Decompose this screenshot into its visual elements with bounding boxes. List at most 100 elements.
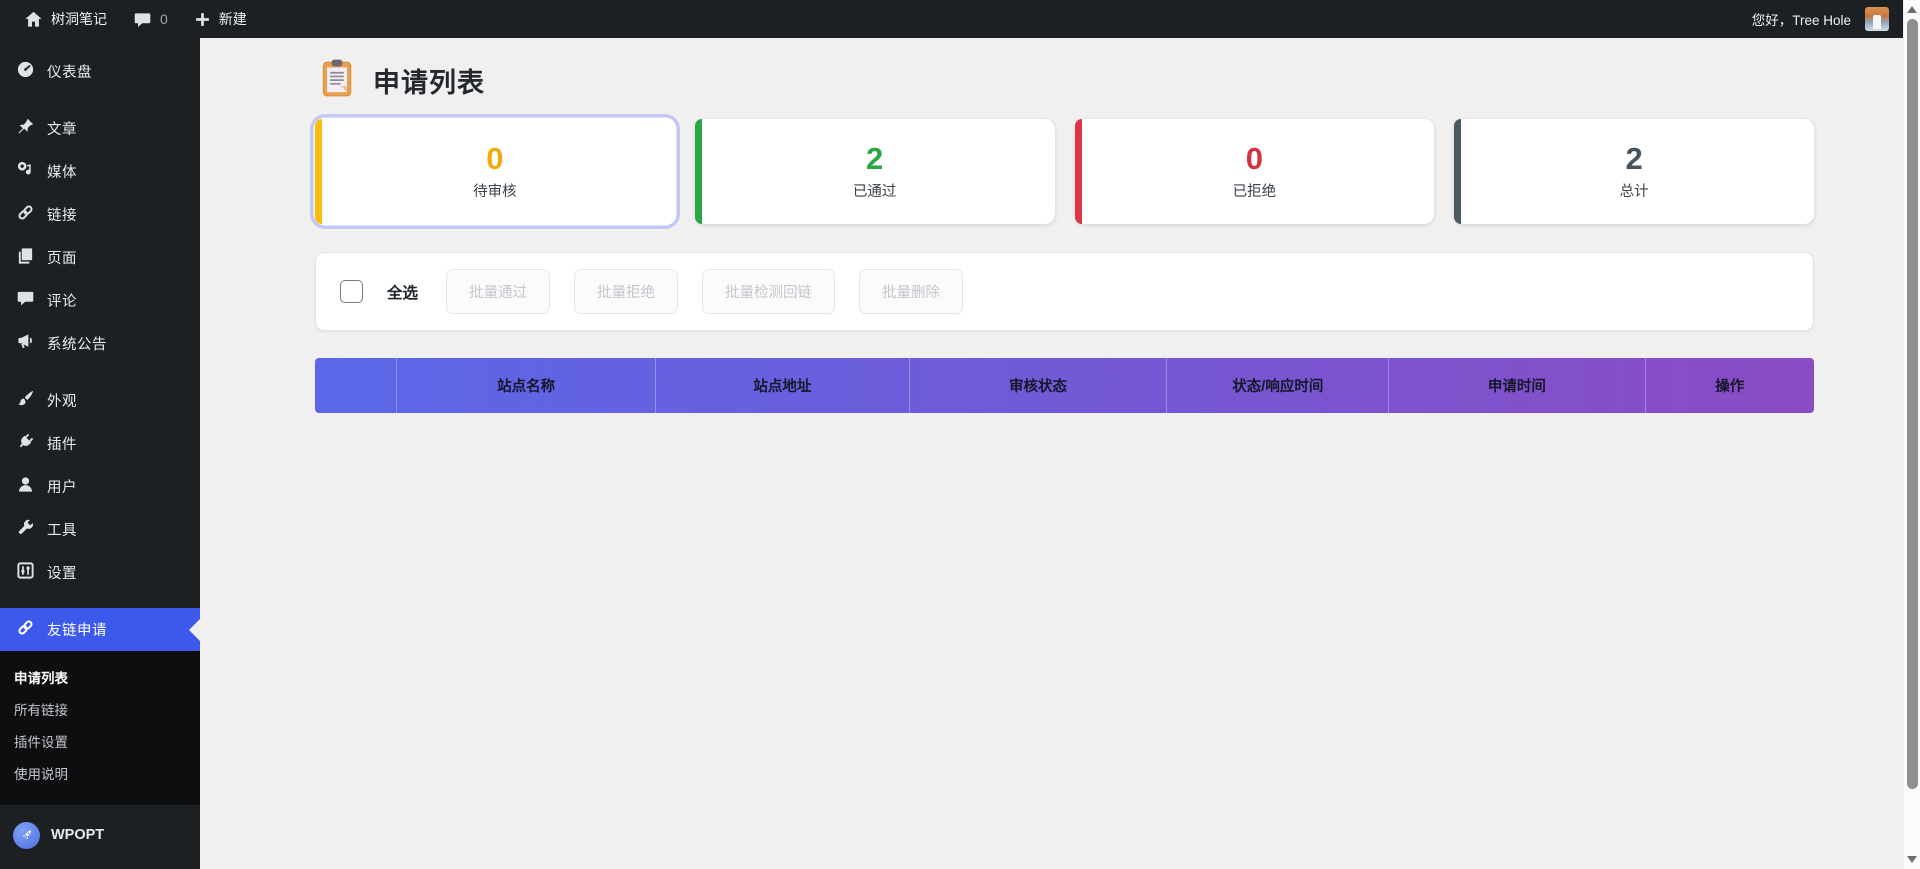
sidebar-item-users[interactable]: 用户 <box>0 465 200 508</box>
sidebar-item-label: 仪表盘 <box>47 65 92 81</box>
sidebar-item-appearance[interactable]: 外观 <box>0 379 200 422</box>
comment-bubble-icon <box>133 10 152 29</box>
header-cell-apply-time: 申请时间 <box>1388 358 1644 413</box>
stat-value: 2 <box>866 141 884 177</box>
sidebar-item-label: 页面 <box>47 251 77 267</box>
sidebar-item-announcements[interactable]: 系统公告 <box>0 322 200 365</box>
bulk-check-backlink-button[interactable]: 批量检测回链 <box>702 269 836 314</box>
admin-bar-left: 树洞笔记 0 新建 <box>14 0 257 38</box>
settings-sliders-icon <box>16 561 35 584</box>
sidebar-item-label: 系统公告 <box>47 337 107 353</box>
stat-bar <box>315 119 322 224</box>
sidebar-item-settings[interactable]: 设置 <box>0 551 200 594</box>
comment-icon <box>16 289 35 312</box>
friend-links-submenu: 申请列表 所有链接 插件设置 使用说明 <box>0 651 200 805</box>
sidebar-item-label: 文章 <box>47 122 77 138</box>
stat-bar <box>694 119 702 224</box>
sidebar-item-dashboard[interactable]: 仪表盘 <box>0 50 200 93</box>
sidebar-item-label: 设置 <box>47 566 77 582</box>
bulk-approve-button[interactable]: 批量通过 <box>446 269 551 314</box>
header-cell-checkbox <box>315 358 396 413</box>
site-link[interactable]: 树洞笔记 <box>14 0 117 38</box>
header-cell-status-response-time: 状态/响应时间 <box>1166 358 1388 413</box>
sidebar-item-posts[interactable]: 文章 <box>0 107 200 150</box>
stat-bar <box>1074 119 1082 224</box>
page-title: 申请列表 <box>373 68 485 98</box>
new-content-label: 新建 <box>218 11 247 27</box>
stat-label: 已通过 <box>852 183 897 200</box>
stat-card-approved[interactable]: 2 已通过 <box>694 119 1055 224</box>
home-icon <box>24 10 43 29</box>
new-content-button[interactable]: 新建 <box>184 0 257 38</box>
sidebar-item-label: 友链申请 <box>47 623 107 639</box>
user-icon <box>16 475 35 498</box>
admin-menu: 仪表盘 文章 媒体 链接 <box>0 38 200 869</box>
sidebar-item-tools[interactable]: 工具 <box>0 508 200 551</box>
select-all-label: 全选 <box>387 284 419 302</box>
submenu-item-plugin-settings[interactable]: 插件设置 <box>14 735 68 750</box>
select-all-checkbox[interactable] <box>340 280 363 303</box>
admin-bar: 树洞笔记 0 新建 您好，Tree Hole <box>0 0 1903 38</box>
user-avatar[interactable] <box>1865 7 1889 31</box>
user-greeting[interactable]: 您好，Tree Hole <box>1751 13 1851 28</box>
plug-icon <box>16 432 35 455</box>
scrollbar-thumb[interactable] <box>1907 19 1918 789</box>
sidebar-item-label: 评论 <box>47 294 77 310</box>
scroll-down-icon[interactable] <box>1907 856 1917 863</box>
stat-card-rejected[interactable]: 0 已拒绝 <box>1074 119 1435 224</box>
submenu-item-all-links[interactable]: 所有链接 <box>14 703 68 718</box>
bulk-reject-button[interactable]: 批量拒绝 <box>574 269 679 314</box>
sidebar-item-wpopt[interactable]: WPOPT <box>0 811 200 859</box>
sidebar-item-label: 链接 <box>47 208 77 224</box>
sidebar-item-label: WPOPT <box>51 827 105 843</box>
sidebar-item-label: 媒体 <box>47 165 77 181</box>
sidebar-item-comments[interactable]: 评论 <box>0 279 200 322</box>
stat-value: 0 <box>1245 141 1263 177</box>
comments-shortcut[interactable]: 0 <box>123 0 178 38</box>
sidebar-item-links[interactable]: 链接 <box>0 193 200 236</box>
chain-link-icon <box>16 618 35 641</box>
header-cell-site-url: 站点地址 <box>655 358 908 413</box>
brush-icon <box>16 389 35 412</box>
comment-count: 0 <box>160 11 168 27</box>
rocket-icon <box>13 821 40 849</box>
scroll-up-icon[interactable] <box>1907 6 1917 13</box>
bulk-delete-button[interactable]: 批量删除 <box>859 269 964 314</box>
megaphone-icon <box>16 332 35 355</box>
plus-icon <box>194 11 211 28</box>
sidebar-item-label: 插件 <box>47 437 77 453</box>
admin-bar-right: 您好，Tree Hole <box>1752 7 1889 31</box>
sidebar-item-plugins[interactable]: 插件 <box>0 422 200 465</box>
applications-table-header: 站点名称 站点地址 审核状态 状态/响应时间 申请时间 操作 <box>315 358 1814 413</box>
site-name: 树洞笔记 <box>51 11 107 27</box>
stat-label: 总计 <box>1619 183 1649 200</box>
sidebar-item-label: 外观 <box>47 394 77 410</box>
sidebar-item-label: 用户 <box>47 480 77 496</box>
bulk-actions-toolbar: 全选 批量通过 批量拒绝 批量检测回链 批量删除 <box>315 252 1814 331</box>
stat-value: 0 <box>486 141 504 177</box>
main-content: 申请列表 0 待审核 2 已通过 0 已拒绝 2 总计 <box>200 38 1903 869</box>
dashboard-icon <box>16 60 35 83</box>
admin-sidebar: 仪表盘 文章 媒体 链接 <box>0 38 200 869</box>
stat-label: 待审核 <box>473 183 517 200</box>
sidebar-item-media[interactable]: 媒体 <box>0 150 200 193</box>
stat-value: 2 <box>1625 141 1643 177</box>
submenu-item-application-list[interactable]: 申请列表 <box>14 671 68 686</box>
stat-bar <box>1454 119 1462 224</box>
vertical-scrollbar[interactable] <box>1903 0 1920 869</box>
pages-icon <box>16 246 35 269</box>
stat-card-pending[interactable]: 0 待审核 <box>315 119 675 224</box>
header-cell-review-status: 审核状态 <box>908 358 1167 413</box>
sidebar-item-label: 工具 <box>47 523 77 539</box>
clipboard-icon <box>319 58 355 103</box>
header-cell-site-name: 站点名称 <box>395 358 655 413</box>
stat-label: 已拒绝 <box>1232 183 1277 200</box>
chain-link-icon <box>16 203 35 226</box>
submenu-item-instructions[interactable]: 使用说明 <box>14 767 68 782</box>
stat-card-total[interactable]: 2 总计 <box>1454 119 1814 224</box>
sidebar-item-friend-links[interactable]: 友链申请 <box>0 608 200 651</box>
wrench-icon <box>16 518 35 541</box>
sidebar-item-pages[interactable]: 页面 <box>0 236 200 279</box>
media-icon <box>16 160 35 183</box>
